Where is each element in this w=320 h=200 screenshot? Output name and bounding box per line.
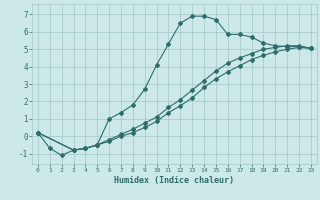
X-axis label: Humidex (Indice chaleur): Humidex (Indice chaleur) <box>115 176 234 185</box>
